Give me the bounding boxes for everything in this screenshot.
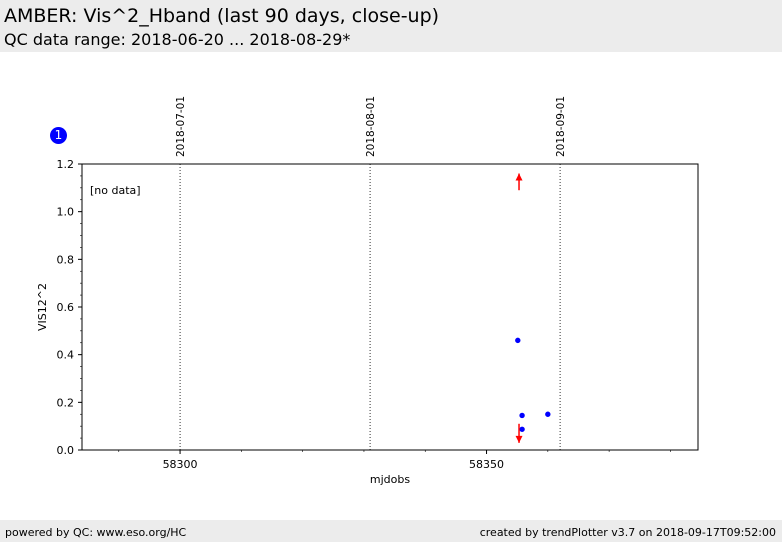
date-marker-label: 2018-07-01 — [175, 96, 187, 157]
footer-created-by: created by trendPlotter v3.7 on 2018-09-… — [479, 526, 776, 539]
header: AMBER: Vis^2_Hband (last 90 days, close-… — [0, 0, 782, 52]
x-tick-label: 58350 — [469, 458, 504, 471]
plot-frame — [81, 163, 699, 451]
y-tick-label: 0.8 — [57, 253, 75, 266]
limit-arrow-head — [515, 173, 523, 181]
data-point — [515, 337, 521, 344]
plot-number-badge: 1 — [50, 127, 67, 144]
date-marker-label: 2018-09-01 — [555, 96, 567, 157]
data-point — [545, 411, 551, 417]
y-tick-label: 1.2 — [57, 158, 75, 171]
y-tick-label: 0.4 — [57, 349, 75, 362]
date-marker-label: 2018-08-01 — [365, 96, 377, 157]
data-point — [519, 426, 525, 432]
y-tick-label: 0.6 — [57, 301, 75, 314]
scatter-chart: 2018-07-01 2018-08-01 2018-09-01 0.0 0.2 0.4 0… — [36, 96, 699, 486]
page-subtitle: QC data range: 2018-06-20 ... 2018-08-29… — [4, 30, 351, 49]
limit-arrow-head — [515, 435, 523, 443]
footer: powered by QC: www.eso.org/HC created by… — [0, 520, 782, 542]
no-data-annotation: [no data] — [90, 184, 141, 197]
y-tick-label: 1.0 — [57, 206, 75, 219]
data-point — [519, 412, 525, 419]
x-axis-label: mjdobs — [370, 473, 410, 486]
y-axis-label: VIS12^2 — [36, 283, 49, 331]
footer-powered-by: powered by QC: www.eso.org/HC — [5, 526, 187, 539]
y-tick-label: 0.2 — [57, 396, 75, 409]
x-tick-label: 58300 — [163, 458, 198, 471]
page-title: AMBER: Vis^2_Hband (last 90 days, close-… — [4, 5, 440, 27]
y-tick-label: 0.0 — [57, 444, 75, 457]
